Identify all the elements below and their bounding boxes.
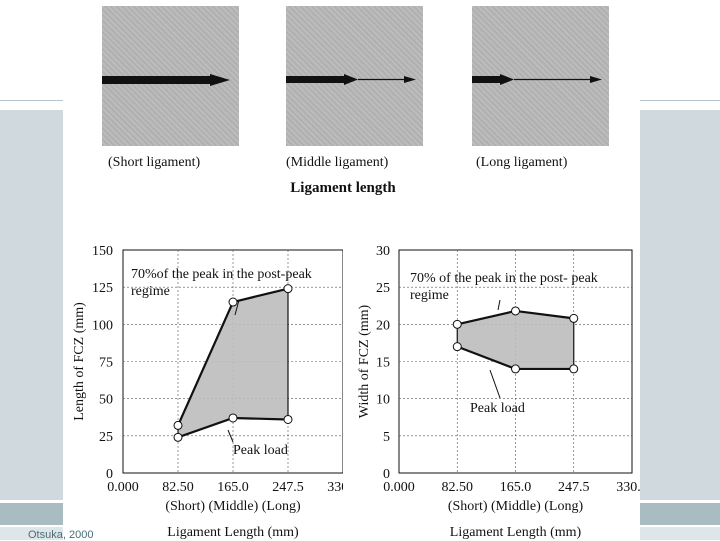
specimen-long-image: [472, 6, 609, 146]
c2-x-tick-label-2: 165.0: [500, 480, 532, 495]
c2-x-category-text: (Short) (Middle) (Long): [448, 499, 584, 514]
c2-series-1-point-2: [569, 364, 579, 374]
c1-series-1-point-2: [283, 414, 293, 424]
c1-y-tick-label-0: 150: [92, 244, 113, 259]
specimen-long-label: (Long ligament): [476, 155, 568, 170]
c2-x-tick-label-4: 330.0: [616, 480, 640, 495]
c2-series-0-point-0: [452, 319, 462, 329]
c1-series-1-point-1: [228, 413, 238, 423]
c2-y-tick-label-5: 5: [383, 430, 390, 445]
chart-fcz-length: 150 125 100 75 50 25 00.000 82.50 165.0 247.5 330.…: [72, 244, 343, 540]
c1-annotation-post-peak-line2: regime: [131, 284, 170, 299]
c2-series-1-point-0: [452, 342, 462, 352]
c2-annotation-peak-load-pointer: [489, 369, 501, 399]
c2-annotation-post-peak-line1: 70% of the peak in the post- peak: [410, 271, 598, 286]
c1-series-0-point-1: [228, 297, 238, 307]
c2-y-tick-label-2: 20: [376, 318, 390, 333]
c2-series-0-point-1: [511, 306, 520, 316]
c2-x-tick-label-0: 0.000: [383, 480, 415, 495]
c1-y-tick-label-5: 25: [99, 430, 113, 445]
c2-y-tick-label-1: 25: [376, 281, 390, 296]
c1-x-tick-label-0: 0.000: [107, 480, 139, 495]
c2-x-tick-label-1: 82.50: [442, 480, 474, 495]
c1-y-tick-label-6: 0: [106, 467, 113, 482]
specimen-middle-label: (Middle ligament): [286, 155, 389, 170]
specimen-short-label: (Short ligament): [108, 155, 201, 170]
ligament-length-title: Ligament length: [290, 180, 396, 196]
c1-fcz-region: [178, 288, 288, 438]
citation-text: Otsuka, 2000: [28, 529, 94, 541]
c2-y-axis-label: Width of FCZ (mm): [357, 304, 372, 418]
c1-x-tick-label-2: 165.0: [217, 480, 249, 495]
c1-x-axis-label: Ligament Length (mm): [167, 525, 299, 540]
chart-fcz-width: 30 25 20 15 10 5 00.000 82.50 165.0 247.5 330.0 (Sh…: [357, 244, 640, 540]
c1-x-tick-label-3: 247.5: [272, 480, 304, 495]
c2-x-tick-label-3: 247.5: [558, 480, 590, 495]
c1-y-axis-label: Length of FCZ (mm): [72, 302, 87, 421]
c2-series-0-point-2: [569, 313, 579, 323]
c2-annotation-post-peak-pointer: [497, 299, 501, 311]
c2-fcz-region: [457, 310, 574, 369]
c1-x-tick-label-4: 330.0: [327, 480, 343, 495]
c2-y-tick-label-6: 0: [383, 467, 390, 482]
c1-x-category-text: (Short) (Middle) (Long): [165, 499, 301, 514]
c1-series-0-point-0: [173, 420, 183, 430]
c1-y-tick-label-2: 100: [92, 318, 113, 333]
c1-annotation-post-peak-line1: 70%of the peak in the post-peak: [131, 267, 312, 282]
c1-y-tick-label-3: 75: [99, 356, 113, 371]
c1-annotation-peak-load-pointer: [227, 429, 234, 443]
c2-series-1-point-1: [511, 364, 520, 374]
c2-x-axis-label: Ligament Length (mm): [450, 525, 582, 540]
c1-series-0-point-2: [283, 284, 293, 294]
specimen-middle-image: [286, 6, 423, 146]
c2-y-tick-label-4: 10: [376, 393, 390, 408]
c2-y-tick-label-0: 30: [376, 244, 390, 259]
c2-annotation-post-peak-line2: regime: [410, 288, 449, 303]
c2-annotation-peak-load: Peak load: [470, 401, 525, 416]
specimen-short-image: [102, 6, 239, 146]
c1-series-1-point-0: [173, 432, 183, 442]
c1-annotation-post-peak-pointer: [234, 299, 240, 316]
figure-panel: (Short ligament) (Middle ligament) (Long…: [63, 0, 640, 540]
c1-y-tick-label-4: 50: [99, 393, 113, 408]
c2-y-tick-label-3: 15: [376, 356, 390, 371]
c1-x-tick-label-1: 82.50: [162, 480, 194, 495]
c1-annotation-peak-load: Peak load: [233, 443, 288, 458]
c1-y-tick-label-1: 125: [92, 281, 113, 296]
